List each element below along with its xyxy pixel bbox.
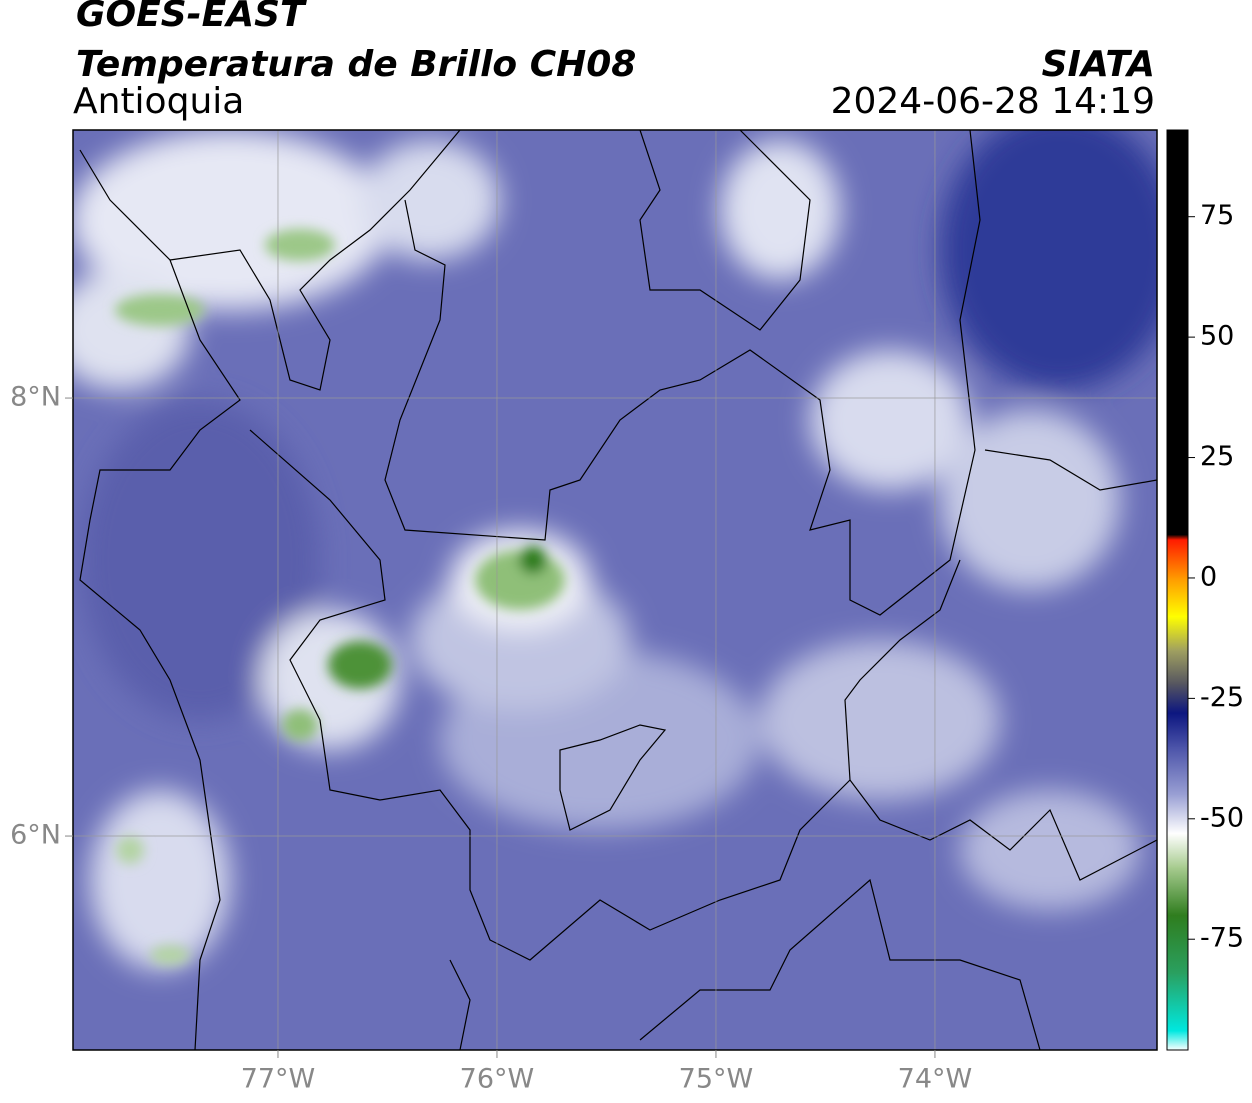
colorbar-tick-label: -25 — [1200, 682, 1244, 713]
colorbar-segment — [1167, 712, 1188, 748]
x-tick-label: 75°W — [679, 1064, 754, 1095]
grid — [73, 130, 1157, 1050]
colorbar-segment — [1167, 794, 1188, 834]
colorbar-segment — [1167, 130, 1188, 536]
colorbar-tick-label: -75 — [1200, 923, 1244, 954]
colorbar-segment — [1167, 539, 1188, 579]
colorbar-segment — [1167, 833, 1188, 868]
y-tick-label: 6°N — [10, 820, 61, 851]
map-frame — [72, 129, 1158, 1051]
colorbar-tick-label: 75 — [1200, 200, 1234, 231]
colorbar-tick-label: 50 — [1200, 321, 1234, 352]
colorbar-segment — [1167, 577, 1188, 617]
colorbar-segment — [1167, 683, 1188, 714]
x-tick-label: 74°W — [898, 1064, 973, 1095]
colorbar-segment — [1167, 650, 1188, 685]
colorbar-segment — [1167, 972, 1188, 1032]
cloud-field — [73, 130, 1157, 970]
map-image — [73, 130, 1157, 1050]
colorbar-segment — [1167, 915, 1188, 974]
title: GOES-EAST — [76, 0, 307, 35]
colorbar — [1167, 130, 1188, 1051]
cold-cloud-tops — [115, 229, 565, 965]
borders — [79, 130, 1157, 1050]
colorbar-segment — [1167, 866, 1188, 916]
y-tick-label: 8°N — [10, 382, 61, 413]
colorbar-segment — [1167, 616, 1188, 651]
colorbar-frame — [1166, 129, 1189, 1051]
colorbar-segment — [1167, 1030, 1188, 1051]
colorbar-segment — [1167, 746, 1188, 796]
subtitle: Temperatura de Brillo CH08 — [76, 44, 636, 85]
region: Antioquia — [73, 81, 244, 122]
timestamp: 2024-06-28 14:19 — [831, 81, 1155, 122]
x-tick-label: 77°W — [241, 1064, 316, 1095]
x-tick-label: 76°W — [460, 1064, 535, 1095]
source: SIATA — [1042, 44, 1155, 85]
colorbar-tick-label: 0 — [1200, 561, 1217, 592]
colorbar-tick-label: 25 — [1200, 441, 1234, 472]
colorbar-segment — [1167, 534, 1188, 540]
colorbar-tick-label: -50 — [1200, 802, 1244, 833]
